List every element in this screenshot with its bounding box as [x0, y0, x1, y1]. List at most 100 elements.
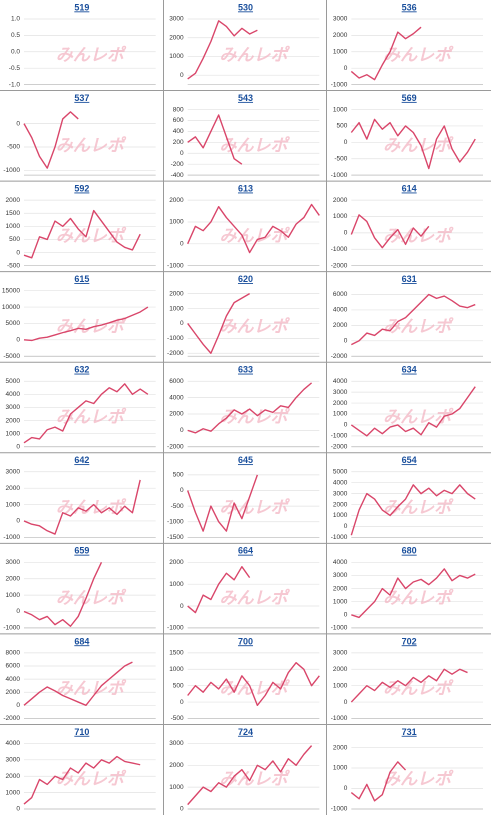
chart-title[interactable]: 614 — [402, 183, 417, 193]
y-tick-label: -2000 — [331, 443, 348, 450]
chart-title[interactable]: 634 — [402, 365, 417, 375]
watermark: みんレポ — [383, 770, 454, 789]
y-tick-label: 4000 — [6, 676, 21, 683]
y-tick-label: 0 — [344, 699, 348, 706]
chart-title[interactable]: 592 — [74, 183, 89, 193]
y-tick-label: 1000 — [333, 682, 348, 689]
y-tick-label: 0 — [344, 65, 348, 72]
y-tick-label: 0 — [16, 702, 20, 709]
y-tick-label: 0.5 — [11, 32, 20, 39]
y-tick-label: 0 — [16, 249, 20, 256]
y-tick-label: 0 — [180, 427, 184, 434]
watermark: みんレポ — [383, 407, 454, 426]
y-tick-label: 2000 — [6, 417, 21, 424]
y-tick-label: 0 — [180, 241, 184, 248]
y-tick-label: 0 — [180, 699, 184, 706]
chart-title[interactable]: 645 — [238, 455, 253, 465]
watermark: みんレポ — [56, 45, 127, 64]
y-tick-label: 1000 — [6, 223, 21, 230]
y-tick-label: 10000 — [2, 304, 20, 311]
y-tick-label: 1000 — [333, 106, 348, 113]
y-tick-label: -1000 — [3, 625, 20, 632]
data-line — [23, 479, 141, 535]
chart-title[interactable]: 700 — [238, 636, 253, 646]
y-tick-label: 3000 — [333, 490, 348, 497]
data-line — [187, 662, 320, 707]
chart-title[interactable]: 519 — [74, 2, 89, 12]
chart-title[interactable]: 731 — [402, 727, 417, 737]
chart-title[interactable]: 631 — [402, 274, 417, 284]
data-line — [350, 118, 476, 170]
y-tick-label: -400 — [171, 172, 184, 179]
data-line — [350, 761, 407, 802]
data-line — [187, 293, 250, 354]
y-tick-label: 500 — [336, 123, 347, 130]
chart-title[interactable]: 642 — [74, 455, 89, 465]
y-tick-label: -1000 — [331, 806, 348, 813]
y-tick-label: 200 — [173, 139, 184, 146]
data-line — [350, 26, 422, 81]
y-tick-label: 0 — [180, 487, 184, 494]
y-tick-label: 5000 — [6, 320, 21, 327]
y-tick-label: 0 — [344, 785, 348, 792]
chart-title[interactable]: 530 — [238, 2, 253, 12]
chart-title[interactable]: 633 — [238, 365, 253, 375]
y-tick-label: 0 — [16, 608, 20, 615]
chart-title[interactable]: 569 — [402, 93, 417, 103]
y-tick-label: 4000 — [169, 394, 184, 401]
y-tick-label: -500 — [7, 262, 20, 269]
chart-title[interactable]: 659 — [74, 546, 89, 556]
y-tick-label: 0 — [180, 806, 184, 813]
y-tick-label: -200 — [171, 161, 184, 168]
data-line — [187, 382, 313, 434]
y-tick-label: -1000 — [3, 167, 20, 174]
chart-title[interactable]: 664 — [238, 546, 253, 556]
data-line — [187, 203, 320, 254]
chart-title[interactable]: 537 — [74, 93, 89, 103]
y-tick-label: 500 — [9, 236, 20, 243]
chart-title[interactable]: 620 — [238, 274, 253, 284]
chart-title[interactable]: 632 — [74, 365, 89, 375]
chart-title[interactable]: 654 — [402, 455, 417, 465]
y-tick-label: -1000 — [167, 335, 184, 342]
y-tick-label: 6000 — [169, 378, 184, 385]
y-tick-label: 1500 — [6, 210, 21, 217]
y-tick-label: 3000 — [169, 16, 184, 23]
data-line — [23, 209, 141, 259]
chart-title[interactable]: 613 — [238, 183, 253, 193]
y-tick-label: 2000 — [333, 666, 348, 673]
watermark: みんレポ — [383, 45, 454, 64]
data-line — [23, 755, 141, 805]
y-tick-label: 0 — [344, 523, 348, 530]
chart-title[interactable]: 615 — [74, 274, 89, 284]
watermark: みんレポ — [56, 679, 127, 698]
chart-title[interactable]: 536 — [402, 2, 417, 12]
watermark: みんレポ — [56, 226, 127, 245]
y-tick-label: -0.5 — [9, 65, 21, 72]
data-line — [23, 111, 79, 169]
watermark: みんレポ — [383, 226, 454, 245]
y-tick-label: 1000 — [333, 213, 348, 220]
chart-title[interactable]: 543 — [238, 93, 253, 103]
chart-title[interactable]: 684 — [74, 636, 89, 646]
watermark: みんレポ — [220, 589, 291, 608]
y-tick-label: 3000 — [169, 740, 184, 747]
chart-title[interactable]: 724 — [238, 727, 253, 737]
chart-title[interactable]: 702 — [402, 636, 417, 646]
y-tick-label: -1.0 — [9, 81, 21, 88]
y-tick-label: 0.0 — [11, 48, 20, 55]
y-tick-label: 1.0 — [11, 16, 20, 23]
y-tick-label: -1000 — [167, 262, 184, 269]
chart-title[interactable]: 680 — [402, 546, 417, 556]
y-tick-label: 1500 — [169, 650, 184, 657]
chart-title[interactable]: 710 — [74, 727, 89, 737]
y-tick-label: 500 — [173, 682, 184, 689]
data-line — [350, 214, 430, 249]
y-tick-label: 1000 — [169, 666, 184, 673]
y-tick-label: 6000 — [6, 663, 21, 670]
y-tick-label: -1000 — [167, 518, 184, 525]
y-tick-label: -1500 — [167, 534, 184, 541]
watermark: みんレポ — [383, 498, 454, 517]
y-tick-label: 0 — [16, 806, 20, 813]
